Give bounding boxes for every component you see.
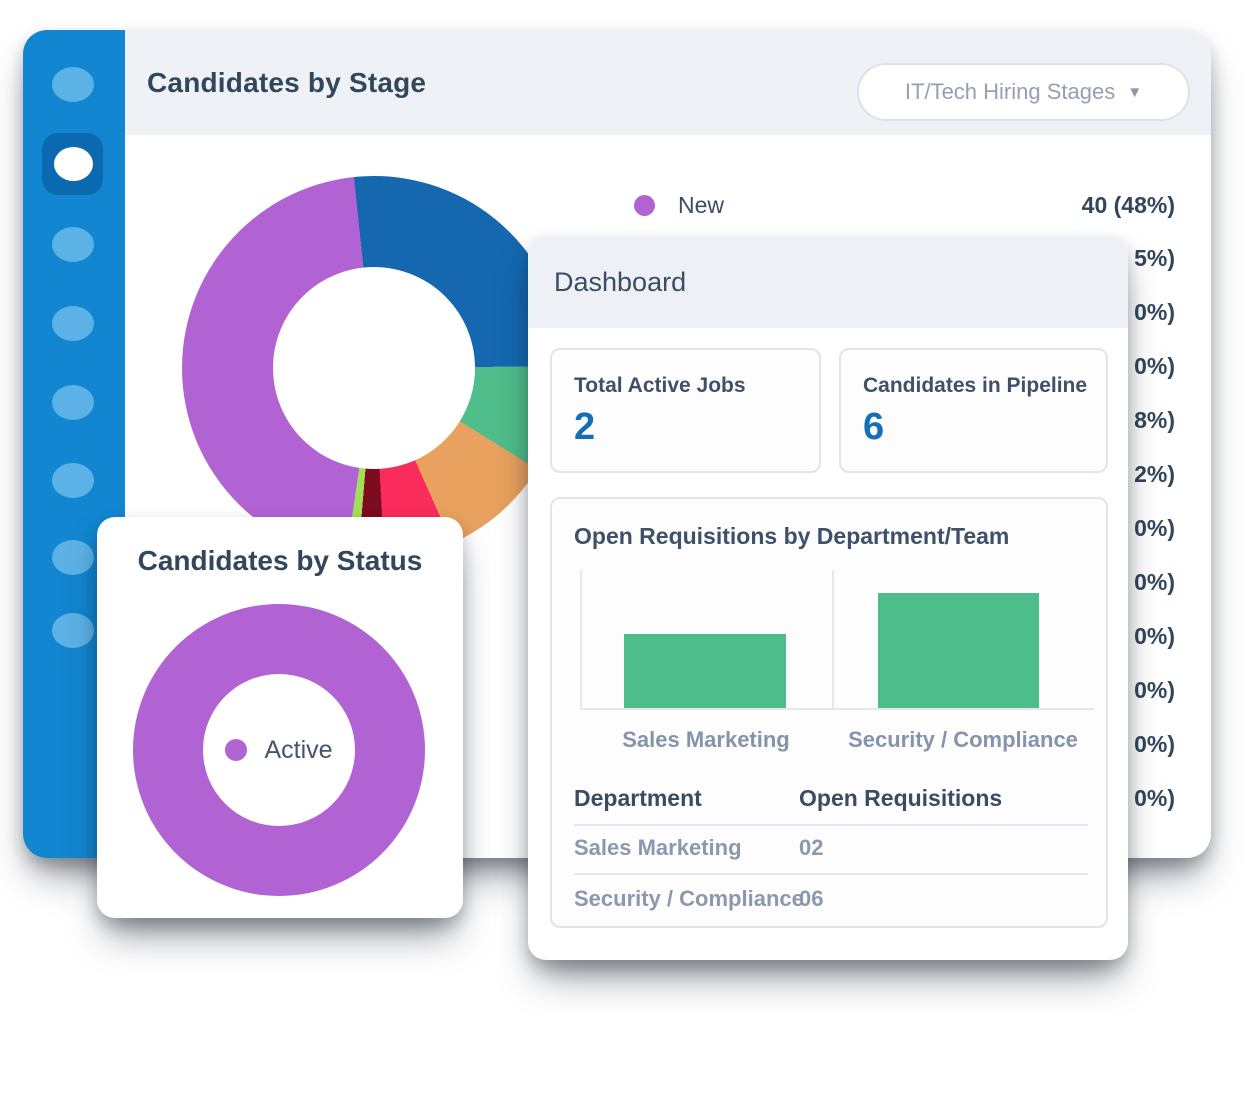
table-cell-department: Security / Compliance [574, 886, 804, 911]
dashboard-title: Dashboard [554, 266, 687, 297]
table-header-department: Department [574, 785, 702, 811]
status-donut-chart[interactable]: Active [133, 604, 425, 896]
legend-row-new[interactable]: New 40 (48%) [634, 189, 1175, 221]
status-donut-hole: Active [203, 674, 355, 826]
legend-value-tail: 5%) [1134, 245, 1175, 271]
stat-card-total-active-jobs: Total Active Jobs 2 [550, 348, 821, 473]
bar-chart-axis [832, 570, 834, 710]
stat-label: Candidates in Pipeline [863, 374, 1088, 397]
legend-dot-new [634, 194, 655, 216]
stat-card-candidates-in-pipeline: Candidates in Pipeline 6 [839, 348, 1108, 473]
legend-value-tail: 8%) [1134, 407, 1175, 433]
legend-dot-active [225, 739, 248, 761]
legend-value-tail: 0%) [1134, 731, 1175, 757]
table-cell-department: Sales Marketing [574, 835, 742, 860]
sidebar-item[interactable] [52, 612, 94, 648]
sidebar-item[interactable] [52, 462, 94, 498]
hiring-stages-dropdown[interactable]: IT/Tech Hiring Stages ▼ [857, 63, 1190, 121]
bar-chart-axis [580, 570, 582, 710]
bar-category-label: Security / Compliance [848, 727, 1078, 752]
bar-category-label: Sales Marketing [622, 727, 790, 752]
stage-card-title: Candidates by Stage [147, 66, 427, 98]
stage-donut-chart[interactable] [182, 176, 566, 560]
open-requisitions-panel: Open Requisitions by Department/Team Sal… [550, 497, 1108, 928]
stat-label: Total Active Jobs [574, 374, 746, 397]
legend-value-new: 40 (48%) [1081, 191, 1175, 218]
legend-value-tail: 0%) [1134, 353, 1175, 379]
table-cell-open: 06 [799, 886, 824, 911]
chevron-down-icon: ▼ [1127, 83, 1143, 101]
sidebar-item[interactable] [52, 226, 94, 262]
status-card-title: Candidates by Status [137, 545, 423, 576]
bar-sales-marketing[interactable] [624, 634, 786, 708]
stat-value: 2 [574, 406, 596, 448]
bar-chart-baseline [580, 708, 1094, 710]
dashboard-header: Dashboard [528, 236, 1128, 328]
dashboard-card: Dashboard Total Active Jobs 2 Candidates… [528, 236, 1128, 960]
legend-value-tail: 0%) [1134, 623, 1175, 649]
stage-card-clip: Candidates by Stage IT/Tech Hiring Stage… [23, 30, 1211, 858]
legend-value-tail: 0%) [1134, 569, 1175, 595]
legend-value-tail: 0%) [1134, 677, 1175, 703]
legend-value-tail: 0%) [1134, 515, 1175, 541]
legend-value-tail: 0%) [1134, 299, 1175, 325]
stat-value: 6 [863, 406, 885, 448]
table-cell-open: 02 [799, 835, 824, 860]
legend-value-tail: 0%) [1134, 785, 1175, 811]
legend-label-active: Active [264, 735, 333, 764]
app-sidebar [23, 30, 125, 858]
table-divider [574, 873, 1088, 875]
table-header-open-requisitions: Open Requisitions [799, 785, 1003, 811]
sidebar-item[interactable] [52, 305, 94, 341]
legend-value-tail: 2%) [1134, 461, 1175, 487]
stage-donut-hole [273, 267, 475, 469]
sidebar-item[interactable] [52, 66, 94, 102]
bar-security-compliance[interactable] [878, 593, 1039, 708]
table-divider [574, 824, 1088, 826]
sidebar-item[interactable] [52, 384, 94, 420]
sidebar-item[interactable] [52, 539, 94, 575]
open-requisitions-title: Open Requisitions by Department/Team [574, 523, 1010, 549]
stage-card-header: Candidates by Stage IT/Tech Hiring Stage… [125, 30, 1211, 135]
legend-label-new: New [678, 191, 725, 218]
sidebar-item-icon [54, 147, 93, 181]
hiring-stages-dropdown-label: IT/Tech Hiring Stages [904, 79, 1116, 104]
candidates-by-status-card: Candidates by Status Active [97, 517, 463, 918]
